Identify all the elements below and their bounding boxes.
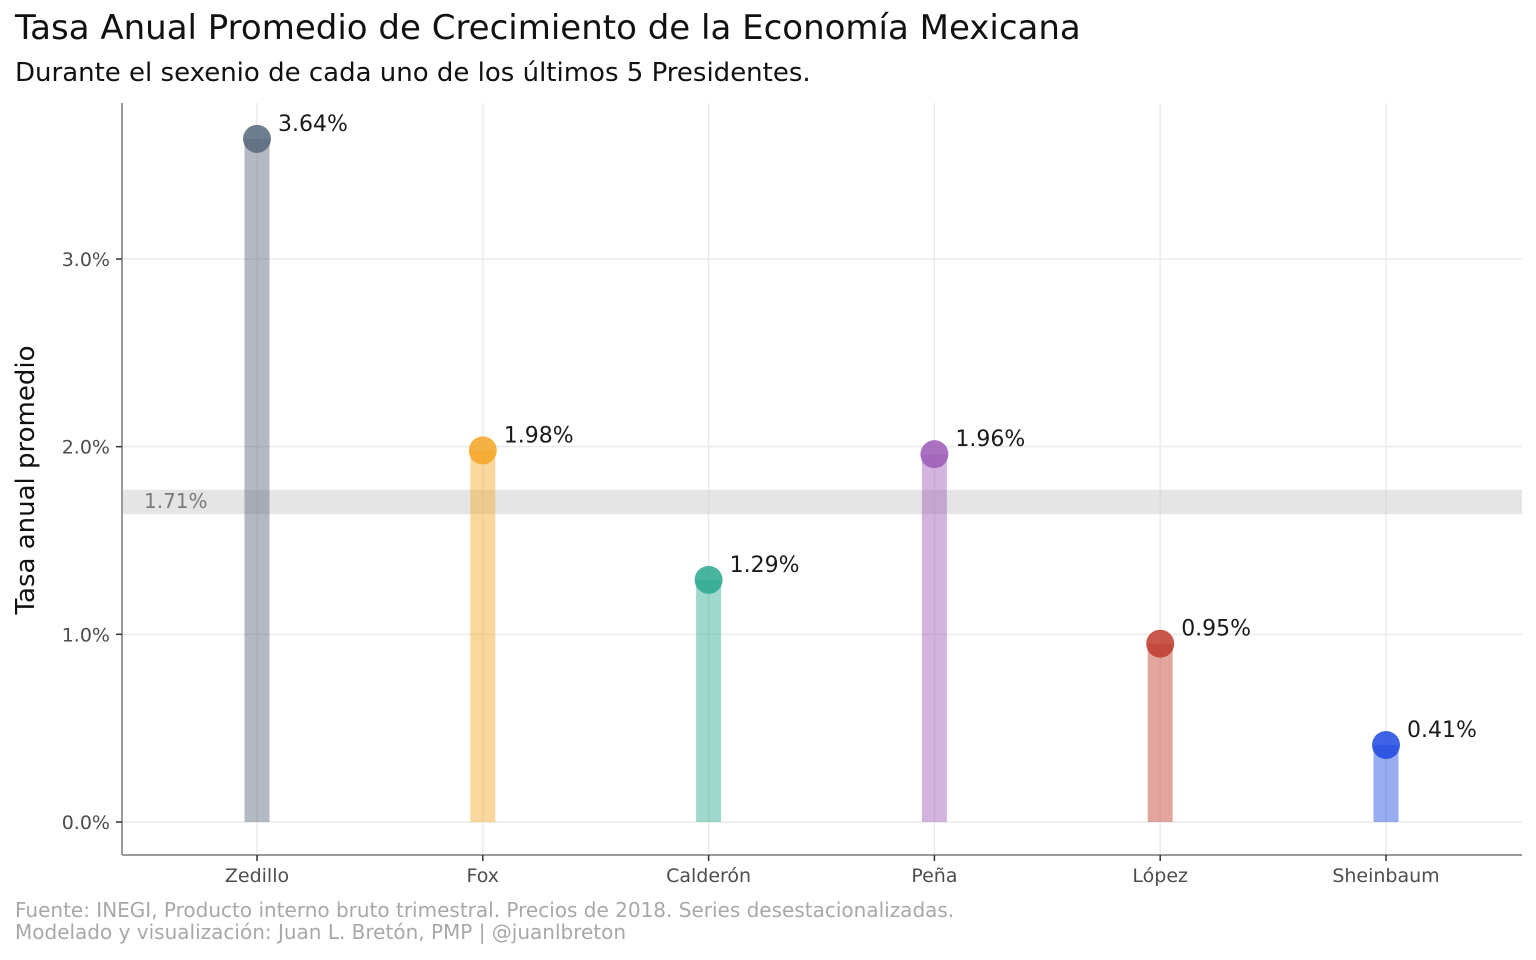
caption-source: Fuente: INEGI, Producto interno bruto tr… bbox=[15, 898, 955, 922]
x-tick-label: Peña bbox=[911, 865, 957, 887]
lollipop-point bbox=[1146, 629, 1175, 658]
lollipop-stem bbox=[470, 450, 496, 822]
y-tick-label: 3.0% bbox=[62, 249, 110, 271]
chart-title: Tasa Anual Promedio de Crecimiento de la… bbox=[15, 8, 1081, 48]
lollipop-stem bbox=[921, 454, 947, 822]
lollipop-point bbox=[920, 440, 949, 469]
average-band bbox=[122, 489, 1522, 515]
x-tick-label: López bbox=[1132, 865, 1188, 887]
y-tick-label: 0.0% bbox=[62, 812, 110, 834]
data-label: 3.64% bbox=[278, 112, 348, 137]
data-label: 1.98% bbox=[504, 423, 574, 448]
caption-credits: Modelado y visualización: Juan L. Bretón… bbox=[15, 920, 627, 944]
x-tick-label: Calderón bbox=[666, 865, 751, 887]
lollipop-point bbox=[694, 565, 723, 594]
x-tick-label: Zedillo bbox=[225, 865, 289, 887]
y-tick-label: 1.0% bbox=[62, 624, 110, 646]
lollipop-stem bbox=[244, 138, 270, 823]
data-label: 0.95% bbox=[1181, 617, 1251, 642]
data-label: 0.41% bbox=[1407, 718, 1477, 743]
y-tick-label: 2.0% bbox=[62, 437, 110, 459]
chart-subtitle: Durante el sexenio de cada uno de los úl… bbox=[15, 58, 811, 88]
lollipop-stem bbox=[1147, 643, 1173, 822]
lollipop-point bbox=[468, 436, 497, 465]
x-tick-label: Fox bbox=[467, 865, 500, 887]
lollipop-stem bbox=[696, 579, 722, 822]
data-label: 1.29% bbox=[730, 553, 800, 578]
x-tick-label: Sheinbaum bbox=[1332, 865, 1439, 887]
lollipop-point bbox=[243, 124, 271, 153]
average-label: 1.71% bbox=[144, 489, 208, 513]
data-label: 1.96% bbox=[955, 427, 1025, 452]
lollipop-point bbox=[1372, 731, 1400, 760]
